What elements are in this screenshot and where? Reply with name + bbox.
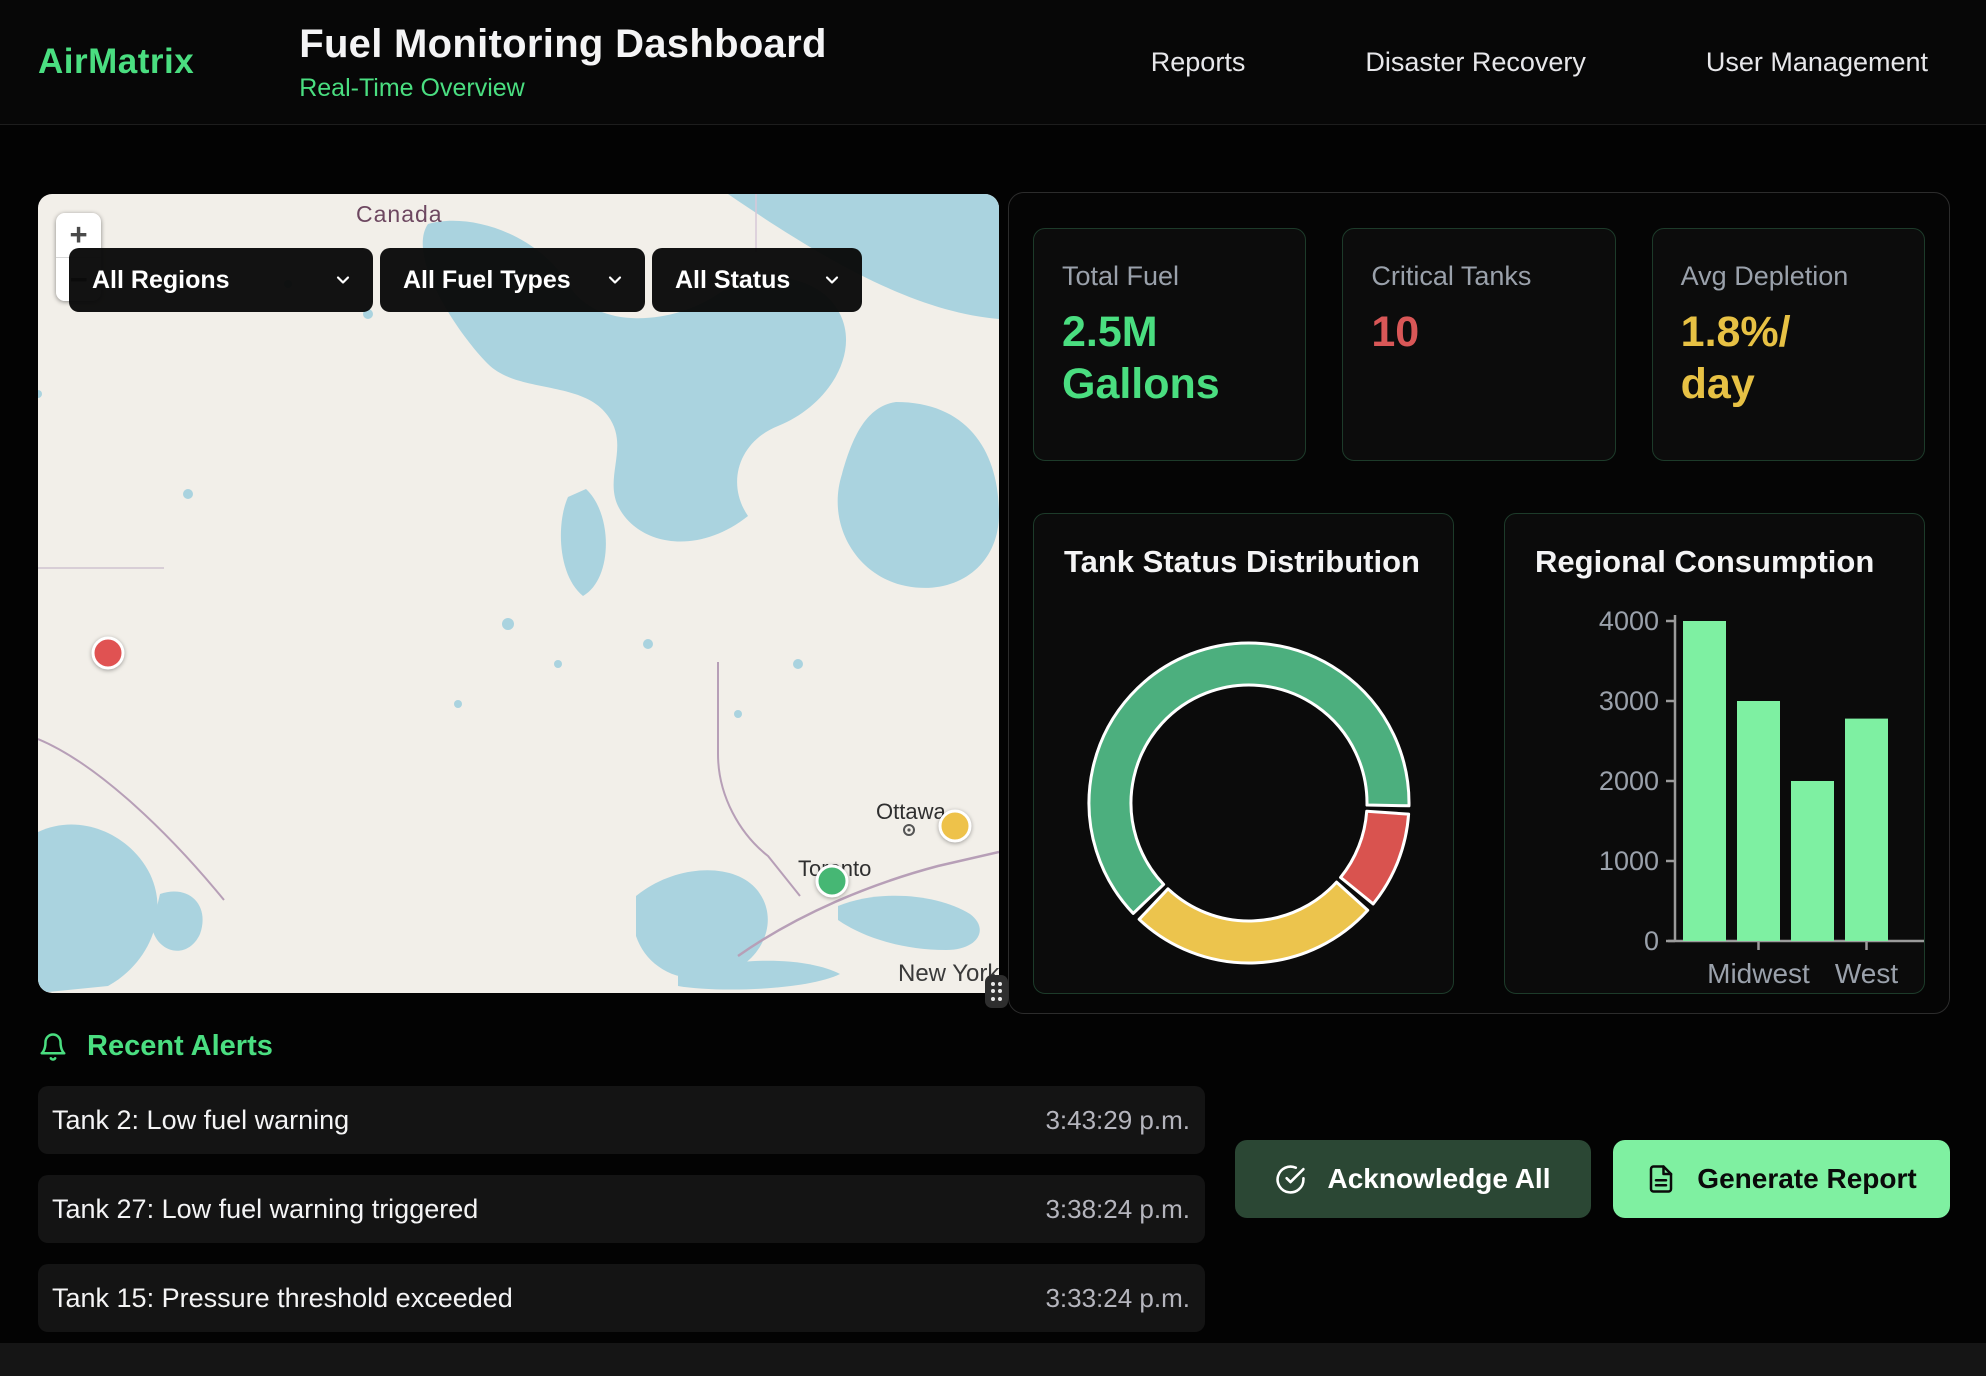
chart-title: Regional Consumption xyxy=(1535,544,1875,579)
header: AirMatrix Fuel Monitoring Dashboard Real… xyxy=(0,0,1986,125)
donut-segment-green xyxy=(1087,641,1411,915)
donut-segment-yellow xyxy=(1137,880,1370,965)
alert-timestamp: 3:38:24 p.m. xyxy=(1045,1193,1190,1224)
fuel-type-filter-dropdown[interactable]: All Fuel Types xyxy=(380,248,645,312)
page-title: Fuel Monitoring Dashboard xyxy=(299,21,827,66)
tank-status-chart-card: Tank Status Distribution xyxy=(1033,513,1454,994)
donut-segment-red xyxy=(1339,809,1411,906)
chevron-down-icon xyxy=(608,276,622,284)
regional-consumption-bar-chart: 0 1000 2000 3000 4000 Midwest West xyxy=(1599,606,1924,989)
map-water-lake-ontario xyxy=(838,895,980,950)
report-file-icon xyxy=(1650,1165,1673,1193)
drag-handle-icon[interactable] xyxy=(985,975,1008,1008)
bar-y-tick-label: 1000 xyxy=(1599,846,1659,876)
main-nav: Reports Disaster Recovery User Managemen… xyxy=(1151,47,1928,78)
map-panel: Canada Ottawa Toronto New York + − All R… xyxy=(38,194,1008,1008)
bar-x-label: West xyxy=(1835,958,1898,989)
status-filter-value: All Status xyxy=(675,265,791,294)
generate-report-button[interactable]: Generate Report xyxy=(1613,1140,1950,1218)
tank-marker-red[interactable] xyxy=(91,636,125,670)
map-label-new-york: New York xyxy=(898,960,999,987)
acknowledge-all-label: Acknowledge All xyxy=(1327,1163,1551,1194)
map-label-ottawa: Ottawa xyxy=(876,799,946,824)
map-water-right-lake xyxy=(837,402,999,588)
bar-y-tick-label: 2000 xyxy=(1599,766,1659,796)
map-water-lake-huron xyxy=(636,870,768,979)
alert-message: Tank 27: Low fuel warning triggered xyxy=(52,1193,479,1224)
bar-region-3 xyxy=(1791,781,1834,941)
map-border-st-lawrence xyxy=(737,850,999,958)
title-block: Fuel Monitoring Dashboard Real-Time Over… xyxy=(299,22,826,103)
map-border-ontario-quebec xyxy=(717,662,801,897)
acknowledge-all-button[interactable]: Acknowledge All xyxy=(1235,1140,1591,1218)
recent-alerts-heading: Recent Alerts xyxy=(38,1030,273,1063)
bar-x-label: Midwest xyxy=(1707,958,1810,989)
bar-y-tick-label: 3000 xyxy=(1599,686,1659,716)
tank-status-donut-chart xyxy=(1087,641,1411,965)
stat-label: Total Fuel xyxy=(1062,261,1180,291)
bar-y-tick-label: 4000 xyxy=(1599,606,1659,636)
stat-label: Critical Tanks xyxy=(1371,261,1532,291)
region-filter-value: All Regions xyxy=(92,265,230,294)
bar-region-1 xyxy=(1683,621,1726,941)
recent-alerts-title: Recent Alerts xyxy=(87,1030,273,1062)
tank-marker-green[interactable] xyxy=(815,864,849,898)
status-filter-dropdown[interactable]: All Status xyxy=(652,248,862,312)
metrics-panel: Total Fuel 2.5M Gallons Critical Tanks 1… xyxy=(1008,192,1950,1014)
chevron-down-icon xyxy=(336,276,350,284)
footer-bar xyxy=(0,1343,1986,1376)
stat-value: 10 xyxy=(1371,308,1420,356)
map-water-topright-sea xyxy=(728,194,999,319)
stat-card-total-fuel: Total Fuel 2.5M Gallons xyxy=(1033,228,1307,461)
map-water-small-lake xyxy=(152,891,203,951)
stat-label: Avg Depletion xyxy=(1680,261,1849,291)
nav-item-reports[interactable]: Reports xyxy=(1150,46,1246,77)
map-label-country: Canada xyxy=(356,201,443,227)
bar-West xyxy=(1845,718,1888,941)
alerts-list: Tank 2: Low fuel warning 3:43:29 p.m. Ta… xyxy=(38,1086,1205,1353)
alert-row[interactable]: Tank 27: Low fuel warning triggered 3:38… xyxy=(38,1175,1205,1243)
chevron-down-icon xyxy=(825,276,839,284)
nav-item-disaster-recovery[interactable]: Disaster Recovery xyxy=(1365,46,1586,77)
page-subtitle: Real-Time Overview xyxy=(299,73,525,102)
bar-y-tick-label: 0 xyxy=(1644,926,1659,956)
ottawa-city-dot xyxy=(903,824,915,836)
alert-message: Tank 15: Pressure threshold exceeded xyxy=(52,1282,513,1313)
map-border-southwest xyxy=(38,738,225,901)
alert-message: Tank 2: Low fuel warning xyxy=(52,1104,350,1135)
stat-card-critical-tanks: Critical Tanks 10 xyxy=(1342,228,1616,461)
app-logo: AirMatrix xyxy=(38,42,195,81)
tank-marker-yellow[interactable] xyxy=(938,809,972,843)
alert-row[interactable]: Tank 15: Pressure threshold exceeded 3:3… xyxy=(38,1264,1205,1332)
map-canvas[interactable]: Canada Ottawa Toronto New York xyxy=(38,194,999,993)
generate-report-label: Generate Report xyxy=(1697,1163,1917,1194)
regional-consumption-chart-card: Regional Consumption 0 1000 2000 3000 4000 Mi… xyxy=(1504,513,1925,994)
bar-Midwest xyxy=(1737,701,1780,941)
bell-icon xyxy=(40,1032,66,1061)
fuel-type-filter-value: All Fuel Types xyxy=(403,265,571,294)
alert-timestamp: 3:43:29 p.m. xyxy=(1045,1104,1190,1135)
alert-row[interactable]: Tank 2: Low fuel warning 3:43:29 p.m. xyxy=(38,1086,1205,1154)
map-water-lake-erie xyxy=(678,960,840,990)
charts-row: Tank Status Distribution Regional Consum… xyxy=(1033,513,1925,994)
map-water-james-bay xyxy=(560,489,606,596)
map-water-bottomleft-lake xyxy=(38,824,158,993)
stats-row: Total Fuel 2.5M Gallons Critical Tanks 1… xyxy=(1033,228,1925,461)
chart-title: Tank Status Distribution xyxy=(1064,544,1420,579)
nav-item-user-management[interactable]: User Management xyxy=(1705,46,1928,77)
alert-timestamp: 3:33:24 p.m. xyxy=(1045,1282,1190,1313)
stat-card-avg-depletion: Avg Depletion 1.8%/ day xyxy=(1651,228,1925,461)
stat-value: 1.8%/ day xyxy=(1680,308,1791,409)
region-filter-dropdown[interactable]: All Regions xyxy=(69,248,373,312)
stat-value: 2.5M Gallons xyxy=(1062,308,1220,409)
check-circle-icon xyxy=(1276,1164,1306,1194)
